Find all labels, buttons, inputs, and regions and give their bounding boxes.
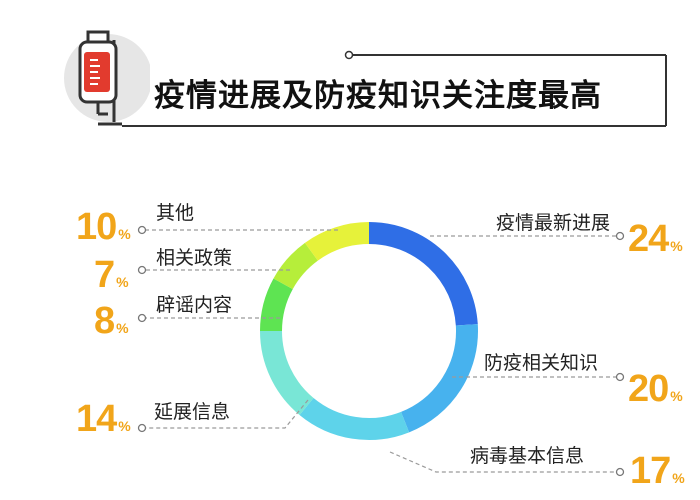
leader-dot-virus xyxy=(615,467,625,477)
label-virus-info: 病毒基本信息 xyxy=(470,445,585,467)
leader-dot-rumor xyxy=(137,313,147,323)
donut-slice-4 xyxy=(260,278,293,332)
leader-dot-extended xyxy=(137,423,147,433)
pct-rumor-refuting: 8% xyxy=(94,300,129,342)
label-extended-info: 延展信息 xyxy=(154,401,231,423)
donut-slice-6 xyxy=(304,222,370,261)
leader-line-virus xyxy=(389,451,618,473)
pct-prevention-knowledge: 20% xyxy=(628,368,683,410)
pct-other: 10% xyxy=(76,206,131,248)
page-title: 疫情进展及防疫知识关注度最高 xyxy=(154,78,602,114)
label-rumor-refuting: 辟谣内容 xyxy=(156,294,233,316)
leader-dot-other xyxy=(137,225,147,235)
label-latest-progress: 疫情最新进展 xyxy=(496,212,611,234)
donut-slice-2 xyxy=(299,397,410,440)
donut-slice-1 xyxy=(400,324,478,433)
leader-dot-policy xyxy=(137,265,147,275)
pct-extended-info: 14% xyxy=(76,398,131,440)
donut-slice-0 xyxy=(368,222,478,326)
pct-related-policy: 7% xyxy=(94,254,129,296)
title-frame xyxy=(122,50,667,127)
leader-dot-news xyxy=(615,231,625,241)
label-other: 其他 xyxy=(156,202,195,224)
pct-latest-progress: 24% xyxy=(628,218,683,260)
label-prevention-knowledge: 防疫相关知识 xyxy=(484,352,599,374)
leader-line-extended xyxy=(146,399,309,429)
donut-slice-3 xyxy=(260,330,314,415)
donut-slice-5 xyxy=(273,242,319,290)
iv-bag-icon xyxy=(64,30,150,126)
pct-virus-info: 17% xyxy=(630,450,685,492)
label-related-policy: 相关政策 xyxy=(156,247,233,269)
leader-dot-prevention xyxy=(615,372,625,382)
